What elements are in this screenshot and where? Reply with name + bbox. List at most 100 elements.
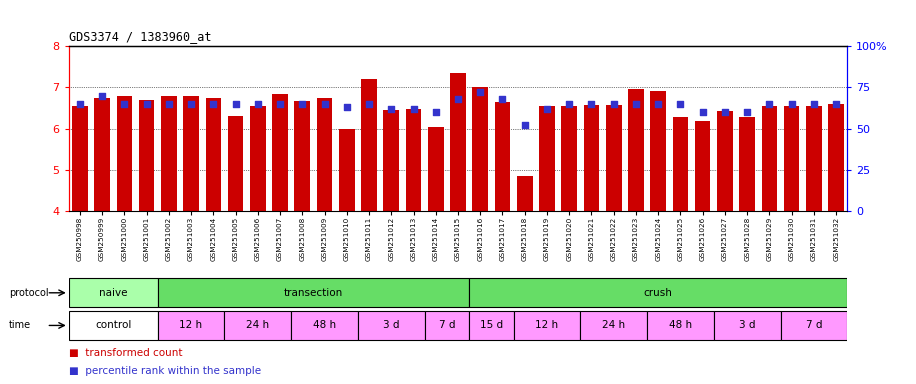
Bar xyxy=(158,278,469,308)
Point xyxy=(829,101,844,107)
Point xyxy=(651,101,666,107)
Bar xyxy=(272,94,288,211)
Point xyxy=(429,109,443,115)
Text: 12 h: 12 h xyxy=(536,320,559,331)
Bar xyxy=(183,96,199,211)
Point xyxy=(228,101,243,107)
Point xyxy=(540,106,554,112)
Bar xyxy=(495,102,510,211)
Text: ■  percentile rank within the sample: ■ percentile rank within the sample xyxy=(69,366,261,376)
Bar xyxy=(291,311,358,340)
Text: ■  transformed count: ■ transformed count xyxy=(69,348,182,358)
Text: time: time xyxy=(9,320,31,331)
Bar xyxy=(158,311,224,340)
Bar xyxy=(94,98,110,211)
Point xyxy=(250,101,265,107)
Bar xyxy=(384,110,399,211)
Point xyxy=(317,101,332,107)
Point xyxy=(117,101,132,107)
Text: naive: naive xyxy=(99,288,127,298)
Bar xyxy=(139,100,154,211)
Point xyxy=(695,109,710,115)
Bar xyxy=(116,96,132,211)
Text: 7 d: 7 d xyxy=(806,320,823,331)
Bar xyxy=(672,117,688,211)
Bar xyxy=(450,73,465,211)
Bar xyxy=(161,96,177,211)
Bar xyxy=(294,101,310,211)
Text: 15 d: 15 d xyxy=(480,320,503,331)
Bar xyxy=(228,116,244,211)
Point xyxy=(628,101,643,107)
Bar xyxy=(714,311,780,340)
Point xyxy=(496,96,510,102)
Point xyxy=(362,101,376,107)
Point xyxy=(717,109,732,115)
Text: crush: crush xyxy=(644,288,672,298)
Text: 3 d: 3 d xyxy=(383,320,399,331)
Bar xyxy=(581,311,647,340)
Bar xyxy=(540,106,555,211)
Point xyxy=(184,101,199,107)
Bar xyxy=(469,278,847,308)
Bar xyxy=(317,98,333,211)
Bar xyxy=(806,106,822,211)
Text: 24 h: 24 h xyxy=(602,320,626,331)
Bar xyxy=(761,106,777,211)
Bar xyxy=(828,104,844,211)
Point xyxy=(94,93,109,99)
Bar xyxy=(425,311,469,340)
Point xyxy=(606,101,621,107)
Bar xyxy=(72,106,88,211)
Point xyxy=(562,101,576,107)
Bar xyxy=(650,91,666,211)
Point xyxy=(740,109,755,115)
Text: protocol: protocol xyxy=(9,288,49,298)
Bar xyxy=(583,105,599,211)
Text: transection: transection xyxy=(284,288,343,298)
Point xyxy=(584,101,599,107)
Point xyxy=(295,101,310,107)
Bar xyxy=(469,311,514,340)
Bar xyxy=(784,106,800,211)
Bar xyxy=(428,127,443,211)
Bar xyxy=(473,87,488,211)
Point xyxy=(273,101,288,107)
Text: 12 h: 12 h xyxy=(180,320,202,331)
Bar xyxy=(205,98,221,211)
Bar xyxy=(605,105,621,211)
Text: 24 h: 24 h xyxy=(246,320,269,331)
Text: 7 d: 7 d xyxy=(439,320,455,331)
Point xyxy=(762,101,777,107)
Bar xyxy=(361,79,376,211)
Bar xyxy=(628,89,644,211)
Text: GDS3374 / 1383960_at: GDS3374 / 1383960_at xyxy=(69,30,212,43)
Bar xyxy=(739,117,755,211)
Text: 48 h: 48 h xyxy=(313,320,336,331)
Point xyxy=(206,101,221,107)
Text: 48 h: 48 h xyxy=(669,320,692,331)
Bar xyxy=(339,129,354,211)
Text: control: control xyxy=(95,320,131,331)
Bar xyxy=(780,311,847,340)
Bar xyxy=(250,106,266,211)
Bar xyxy=(514,311,581,340)
Point xyxy=(473,89,487,95)
Bar xyxy=(69,278,158,308)
Bar xyxy=(647,311,714,340)
Bar xyxy=(406,109,421,211)
Point xyxy=(340,104,354,110)
Point xyxy=(518,122,532,128)
Point xyxy=(384,106,398,112)
Bar xyxy=(695,121,711,211)
Bar xyxy=(69,311,158,340)
Bar xyxy=(358,311,425,340)
Point xyxy=(451,96,465,102)
Point xyxy=(673,101,688,107)
Bar xyxy=(517,176,532,211)
Bar xyxy=(224,311,291,340)
Point xyxy=(139,101,154,107)
Point xyxy=(72,101,87,107)
Point xyxy=(406,106,420,112)
Point xyxy=(807,101,822,107)
